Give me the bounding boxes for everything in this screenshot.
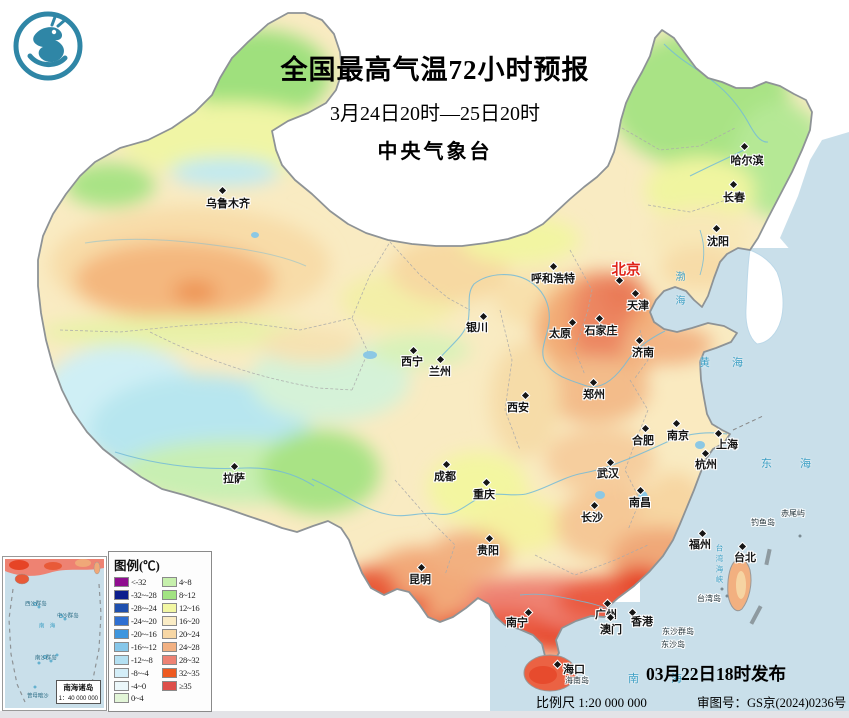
temperature-field xyxy=(40,30,812,653)
agency-name: 中央气象台 xyxy=(377,141,493,163)
inset-label-南沙群岛: 南沙群岛 xyxy=(35,655,57,662)
legend-swatch xyxy=(114,654,129,665)
legend-item: -24~-20 xyxy=(114,615,162,628)
legend-items: <-32 -32~-28 -28~-24 -24~-20 -20~-16 -16~-12 -… xyxy=(114,576,209,705)
approval-number: 审图号：GS京(2024)0236号 xyxy=(697,696,847,710)
legend-label: -8~-4 xyxy=(131,667,149,678)
legend-swatch xyxy=(114,590,129,601)
legend-item: -28~-24 xyxy=(114,602,162,615)
legend-label: 12~16 xyxy=(179,603,200,614)
legend-swatch xyxy=(162,680,177,691)
legend-item: 20~24 xyxy=(162,628,210,641)
legend-item: -20~-16 xyxy=(114,628,162,641)
dragon-logo-graphic xyxy=(13,11,83,81)
legend-item: -4~0 xyxy=(114,679,162,692)
legend-item: -32~-28 xyxy=(114,589,162,602)
legend-item: -12~-8 xyxy=(114,653,162,666)
legend-label: 8~12 xyxy=(179,590,196,601)
rivers xyxy=(84,43,769,613)
inset-scale: 1：40 000 000 xyxy=(58,696,98,702)
legend-swatch xyxy=(114,603,129,614)
offshore-islands xyxy=(720,415,802,625)
legend-item: -8~-4 xyxy=(114,666,162,679)
legend-item: 0~4 xyxy=(114,692,162,705)
inset-label-中沙群岛: 中沙群岛 xyxy=(57,613,79,620)
legend-swatch xyxy=(162,577,177,588)
inset-map: 南海 西沙群岛中沙群岛南沙群岛曾母暗沙 南海诸岛 1：40 000 000 xyxy=(5,559,104,708)
legend-swatch xyxy=(162,603,177,614)
legend-swatch xyxy=(162,667,177,678)
forecast-period: 3月24日20时—25日20时 xyxy=(330,103,540,125)
legend-label: -12~-8 xyxy=(131,654,153,665)
taiwan-east xyxy=(736,571,746,599)
inset-label-南海: 南海 xyxy=(39,623,61,630)
legend-swatch xyxy=(162,641,177,652)
inset-label-西沙群岛: 西沙群岛 xyxy=(25,601,47,608)
legend-panel: 图例(℃) <-32 -32~-28 -28~-24 -24~-20 -20~-16 -1… xyxy=(108,551,212,712)
legend-swatch xyxy=(114,693,129,704)
legend-swatch xyxy=(114,577,129,588)
legend-label: 32~35 xyxy=(179,667,200,678)
legend-swatch xyxy=(162,590,177,601)
legend-label: 20~24 xyxy=(179,629,200,639)
inset-title: 南海诸岛 xyxy=(63,683,94,692)
legend-item: -16~-12 xyxy=(114,640,162,653)
legend-item: 28~32 xyxy=(162,653,210,666)
legend-label: <-32 xyxy=(131,577,147,588)
release-time: 03月22日18时发布 xyxy=(646,664,786,684)
south-china-sea-inset: 南海 西沙群岛中沙群岛南沙群岛曾母暗沙 南海诸岛 1：40 000 000 xyxy=(2,556,107,711)
china-landmass xyxy=(37,12,813,663)
legend-swatch xyxy=(114,680,129,691)
legend-swatch xyxy=(114,629,129,639)
map-header: 全国最高气温72小时预报 3月24日20时—25日20时 中央气象台 xyxy=(235,48,635,164)
legend-label: -20~-16 xyxy=(131,629,157,639)
legend-label: 16~20 xyxy=(179,616,200,627)
legend-item: ≥35 xyxy=(162,679,210,692)
legend-item: 8~12 xyxy=(162,589,210,602)
legend-label: -4~0 xyxy=(131,680,146,691)
legend-label: -32~-28 xyxy=(131,590,157,601)
legend-label: -16~-12 xyxy=(131,641,157,652)
legend-label: -24~-20 xyxy=(131,616,157,627)
lakes xyxy=(251,232,705,505)
legend-item: 16~20 xyxy=(162,615,210,628)
legend-item: 12~16 xyxy=(162,602,210,615)
legend-item: 4~8 xyxy=(162,576,210,589)
legend-label: -28~-24 xyxy=(131,603,157,614)
legend-swatch xyxy=(114,667,129,678)
legend-swatch xyxy=(114,641,129,652)
legend-swatch xyxy=(114,616,129,627)
legend-label: 28~32 xyxy=(179,654,200,665)
legend-label: 24~28 xyxy=(179,641,200,652)
legend-title: 图例(℃) xyxy=(114,559,160,573)
legend-item: <-32 xyxy=(114,576,162,589)
legend-item: 32~35 xyxy=(162,666,210,679)
legend-swatch xyxy=(162,654,177,665)
hainan-hot-core xyxy=(529,666,557,684)
page-title: 全国最高气温72小时预报 xyxy=(280,55,590,85)
province-borders xyxy=(59,127,736,576)
legend-label: 0~4 xyxy=(131,693,144,704)
legend-swatch xyxy=(162,616,177,627)
inset-label-曾母暗沙: 曾母暗沙 xyxy=(27,693,49,700)
map-scale-label: 比例尺 1:20 000 000 xyxy=(536,695,647,710)
legend-item: 24~28 xyxy=(162,640,210,653)
korea-landmass xyxy=(745,249,784,345)
inset-scale-box: 南海诸岛 1：40 000 000 xyxy=(55,680,101,704)
legend-label: ≥35 xyxy=(179,680,192,691)
cma-dragon-logo xyxy=(8,6,88,91)
bottom-strip xyxy=(0,711,849,718)
legend-swatch xyxy=(162,629,177,639)
legend-label: 4~8 xyxy=(179,577,192,588)
